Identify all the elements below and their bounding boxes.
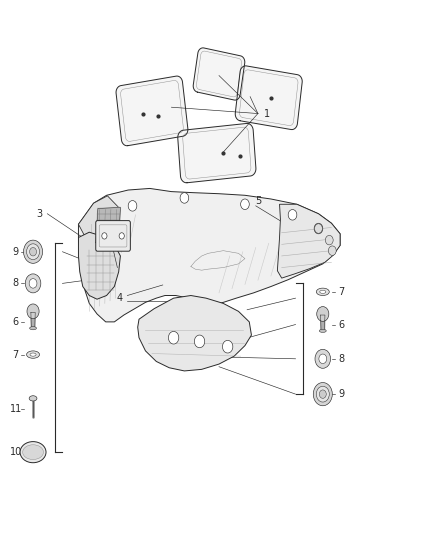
- Text: 9: 9: [13, 247, 19, 257]
- Ellipse shape: [27, 351, 39, 358]
- Circle shape: [30, 247, 36, 256]
- Polygon shape: [235, 66, 302, 130]
- Polygon shape: [78, 189, 340, 322]
- Text: 5: 5: [255, 196, 261, 206]
- Text: 7: 7: [13, 350, 19, 360]
- Polygon shape: [96, 207, 120, 243]
- Text: 10: 10: [10, 447, 22, 457]
- Ellipse shape: [316, 288, 329, 295]
- Circle shape: [328, 246, 336, 255]
- Circle shape: [180, 192, 189, 203]
- Text: 8: 8: [13, 278, 19, 288]
- Text: 6: 6: [13, 317, 19, 327]
- Text: 1: 1: [265, 109, 271, 118]
- Ellipse shape: [30, 327, 36, 330]
- Text: 8: 8: [338, 354, 344, 364]
- Text: 4: 4: [117, 293, 123, 303]
- Ellipse shape: [23, 445, 43, 459]
- Circle shape: [288, 209, 297, 220]
- Polygon shape: [138, 295, 251, 371]
- Circle shape: [314, 224, 322, 233]
- Circle shape: [315, 349, 331, 368]
- Polygon shape: [178, 124, 256, 183]
- Circle shape: [29, 279, 37, 288]
- Ellipse shape: [29, 395, 37, 401]
- Circle shape: [25, 274, 41, 293]
- Circle shape: [102, 233, 107, 239]
- Circle shape: [240, 199, 249, 209]
- FancyBboxPatch shape: [96, 221, 131, 251]
- Circle shape: [194, 335, 205, 348]
- Text: 3: 3: [36, 209, 42, 219]
- Circle shape: [27, 304, 39, 319]
- Polygon shape: [31, 312, 35, 328]
- Circle shape: [119, 233, 124, 239]
- Ellipse shape: [320, 290, 326, 293]
- Circle shape: [128, 200, 137, 211]
- Polygon shape: [78, 196, 120, 245]
- Text: 7: 7: [338, 287, 344, 297]
- Polygon shape: [193, 48, 245, 100]
- Circle shape: [325, 236, 333, 245]
- Circle shape: [27, 244, 39, 260]
- Circle shape: [223, 341, 233, 353]
- Polygon shape: [116, 76, 188, 146]
- Polygon shape: [277, 204, 340, 278]
- Circle shape: [313, 383, 332, 406]
- Text: 9: 9: [338, 389, 344, 399]
- Circle shape: [24, 240, 42, 263]
- Circle shape: [314, 223, 323, 234]
- Circle shape: [319, 390, 326, 398]
- Polygon shape: [321, 315, 325, 331]
- Circle shape: [168, 332, 179, 344]
- Circle shape: [317, 306, 329, 321]
- Text: 11: 11: [10, 404, 22, 414]
- Circle shape: [319, 354, 327, 364]
- Polygon shape: [78, 232, 120, 299]
- Ellipse shape: [30, 353, 36, 356]
- Ellipse shape: [20, 442, 46, 463]
- Circle shape: [316, 386, 329, 402]
- Text: 6: 6: [338, 319, 344, 329]
- Text: 2: 2: [110, 232, 116, 243]
- Ellipse shape: [319, 329, 326, 333]
